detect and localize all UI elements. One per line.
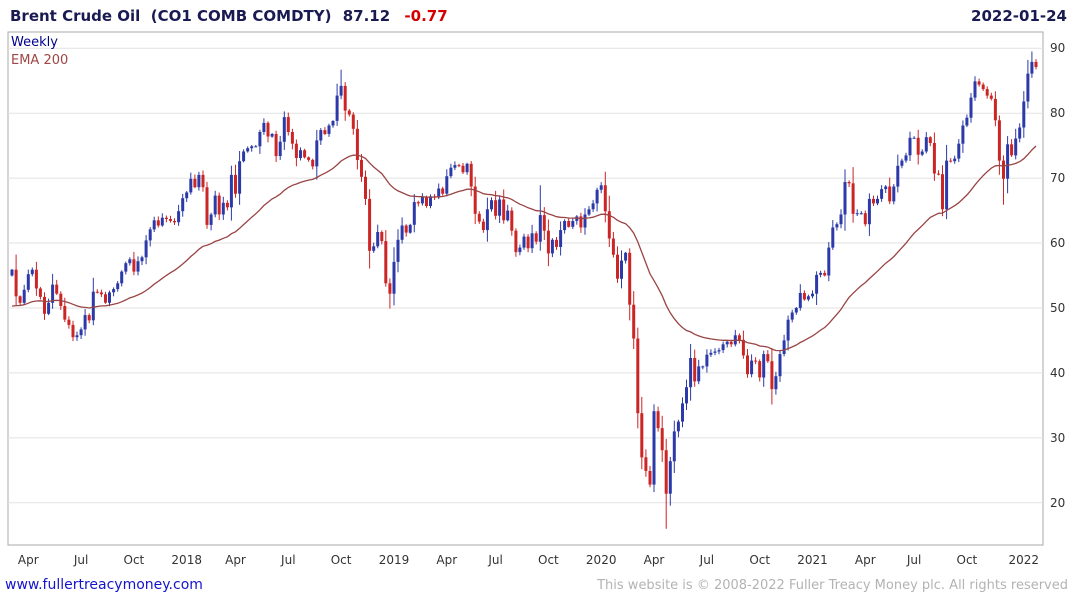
- svg-text:Jul: Jul: [73, 553, 88, 567]
- svg-text:Apr: Apr: [855, 553, 876, 567]
- svg-text:Apr: Apr: [644, 553, 665, 567]
- chart-title: Brent Crude Oil (CO1 COMB COMDTY) 87.12 …: [10, 7, 448, 25]
- svg-text:2022: 2022: [1009, 553, 1040, 567]
- svg-text:Oct: Oct: [957, 553, 978, 567]
- svg-text:20: 20: [1050, 496, 1065, 510]
- svg-text:Jul: Jul: [280, 553, 295, 567]
- ema-legend-label: EMA 200: [11, 53, 69, 68]
- svg-text:2021: 2021: [797, 553, 828, 567]
- svg-text:40: 40: [1050, 366, 1065, 380]
- page-footer: www.fullertreacymoney.com This website i…: [0, 575, 1075, 600]
- svg-text:70: 70: [1050, 171, 1065, 185]
- svg-text:80: 80: [1050, 106, 1065, 120]
- svg-text:30: 30: [1050, 431, 1065, 445]
- svg-text:2019: 2019: [379, 553, 410, 567]
- svg-text:50: 50: [1050, 301, 1065, 315]
- svg-text:Oct: Oct: [749, 553, 770, 567]
- chart-area: 20 30 40 50 60 70 80 90 Apr Jul Oct 2018 Apr Jul Oct 20…: [0, 30, 1075, 576]
- chart-date: 2022-01-24: [971, 7, 1067, 25]
- chart-legend: Weekly EMA 200: [11, 34, 68, 70]
- copyright-text: This website is © 2008-2022 Fuller Treac…: [597, 577, 1068, 593]
- svg-text:Jul: Jul: [487, 553, 502, 567]
- svg-text:Apr: Apr: [225, 553, 246, 567]
- svg-text:Oct: Oct: [331, 553, 352, 567]
- price-chart: 20 30 40 50 60 70 80 90 Apr Jul Oct 2018 Apr Jul Oct 20…: [7, 31, 1065, 567]
- svg-text:Oct: Oct: [538, 553, 559, 567]
- last-price: 87.12: [342, 7, 391, 25]
- svg-text:2020: 2020: [586, 553, 617, 567]
- instrument-name: Brent Crude Oil (CO1 COMB COMDTY): [10, 7, 332, 25]
- svg-text:Apr: Apr: [436, 553, 457, 567]
- svg-text:Oct: Oct: [124, 553, 145, 567]
- svg-text:60: 60: [1050, 236, 1065, 250]
- svg-text:Jul: Jul: [906, 553, 921, 567]
- price-change: -0.77: [404, 7, 448, 25]
- svg-text:2018: 2018: [171, 553, 202, 567]
- chart-header: Brent Crude Oil (CO1 COMB COMDTY) 87.12 …: [0, 0, 1075, 30]
- series-interval-label: Weekly: [11, 35, 58, 50]
- site-link[interactable]: www.fullertreacymoney.com: [5, 577, 203, 593]
- svg-text:Jul: Jul: [699, 553, 714, 567]
- svg-text:90: 90: [1050, 41, 1065, 55]
- svg-text:Apr: Apr: [18, 553, 39, 567]
